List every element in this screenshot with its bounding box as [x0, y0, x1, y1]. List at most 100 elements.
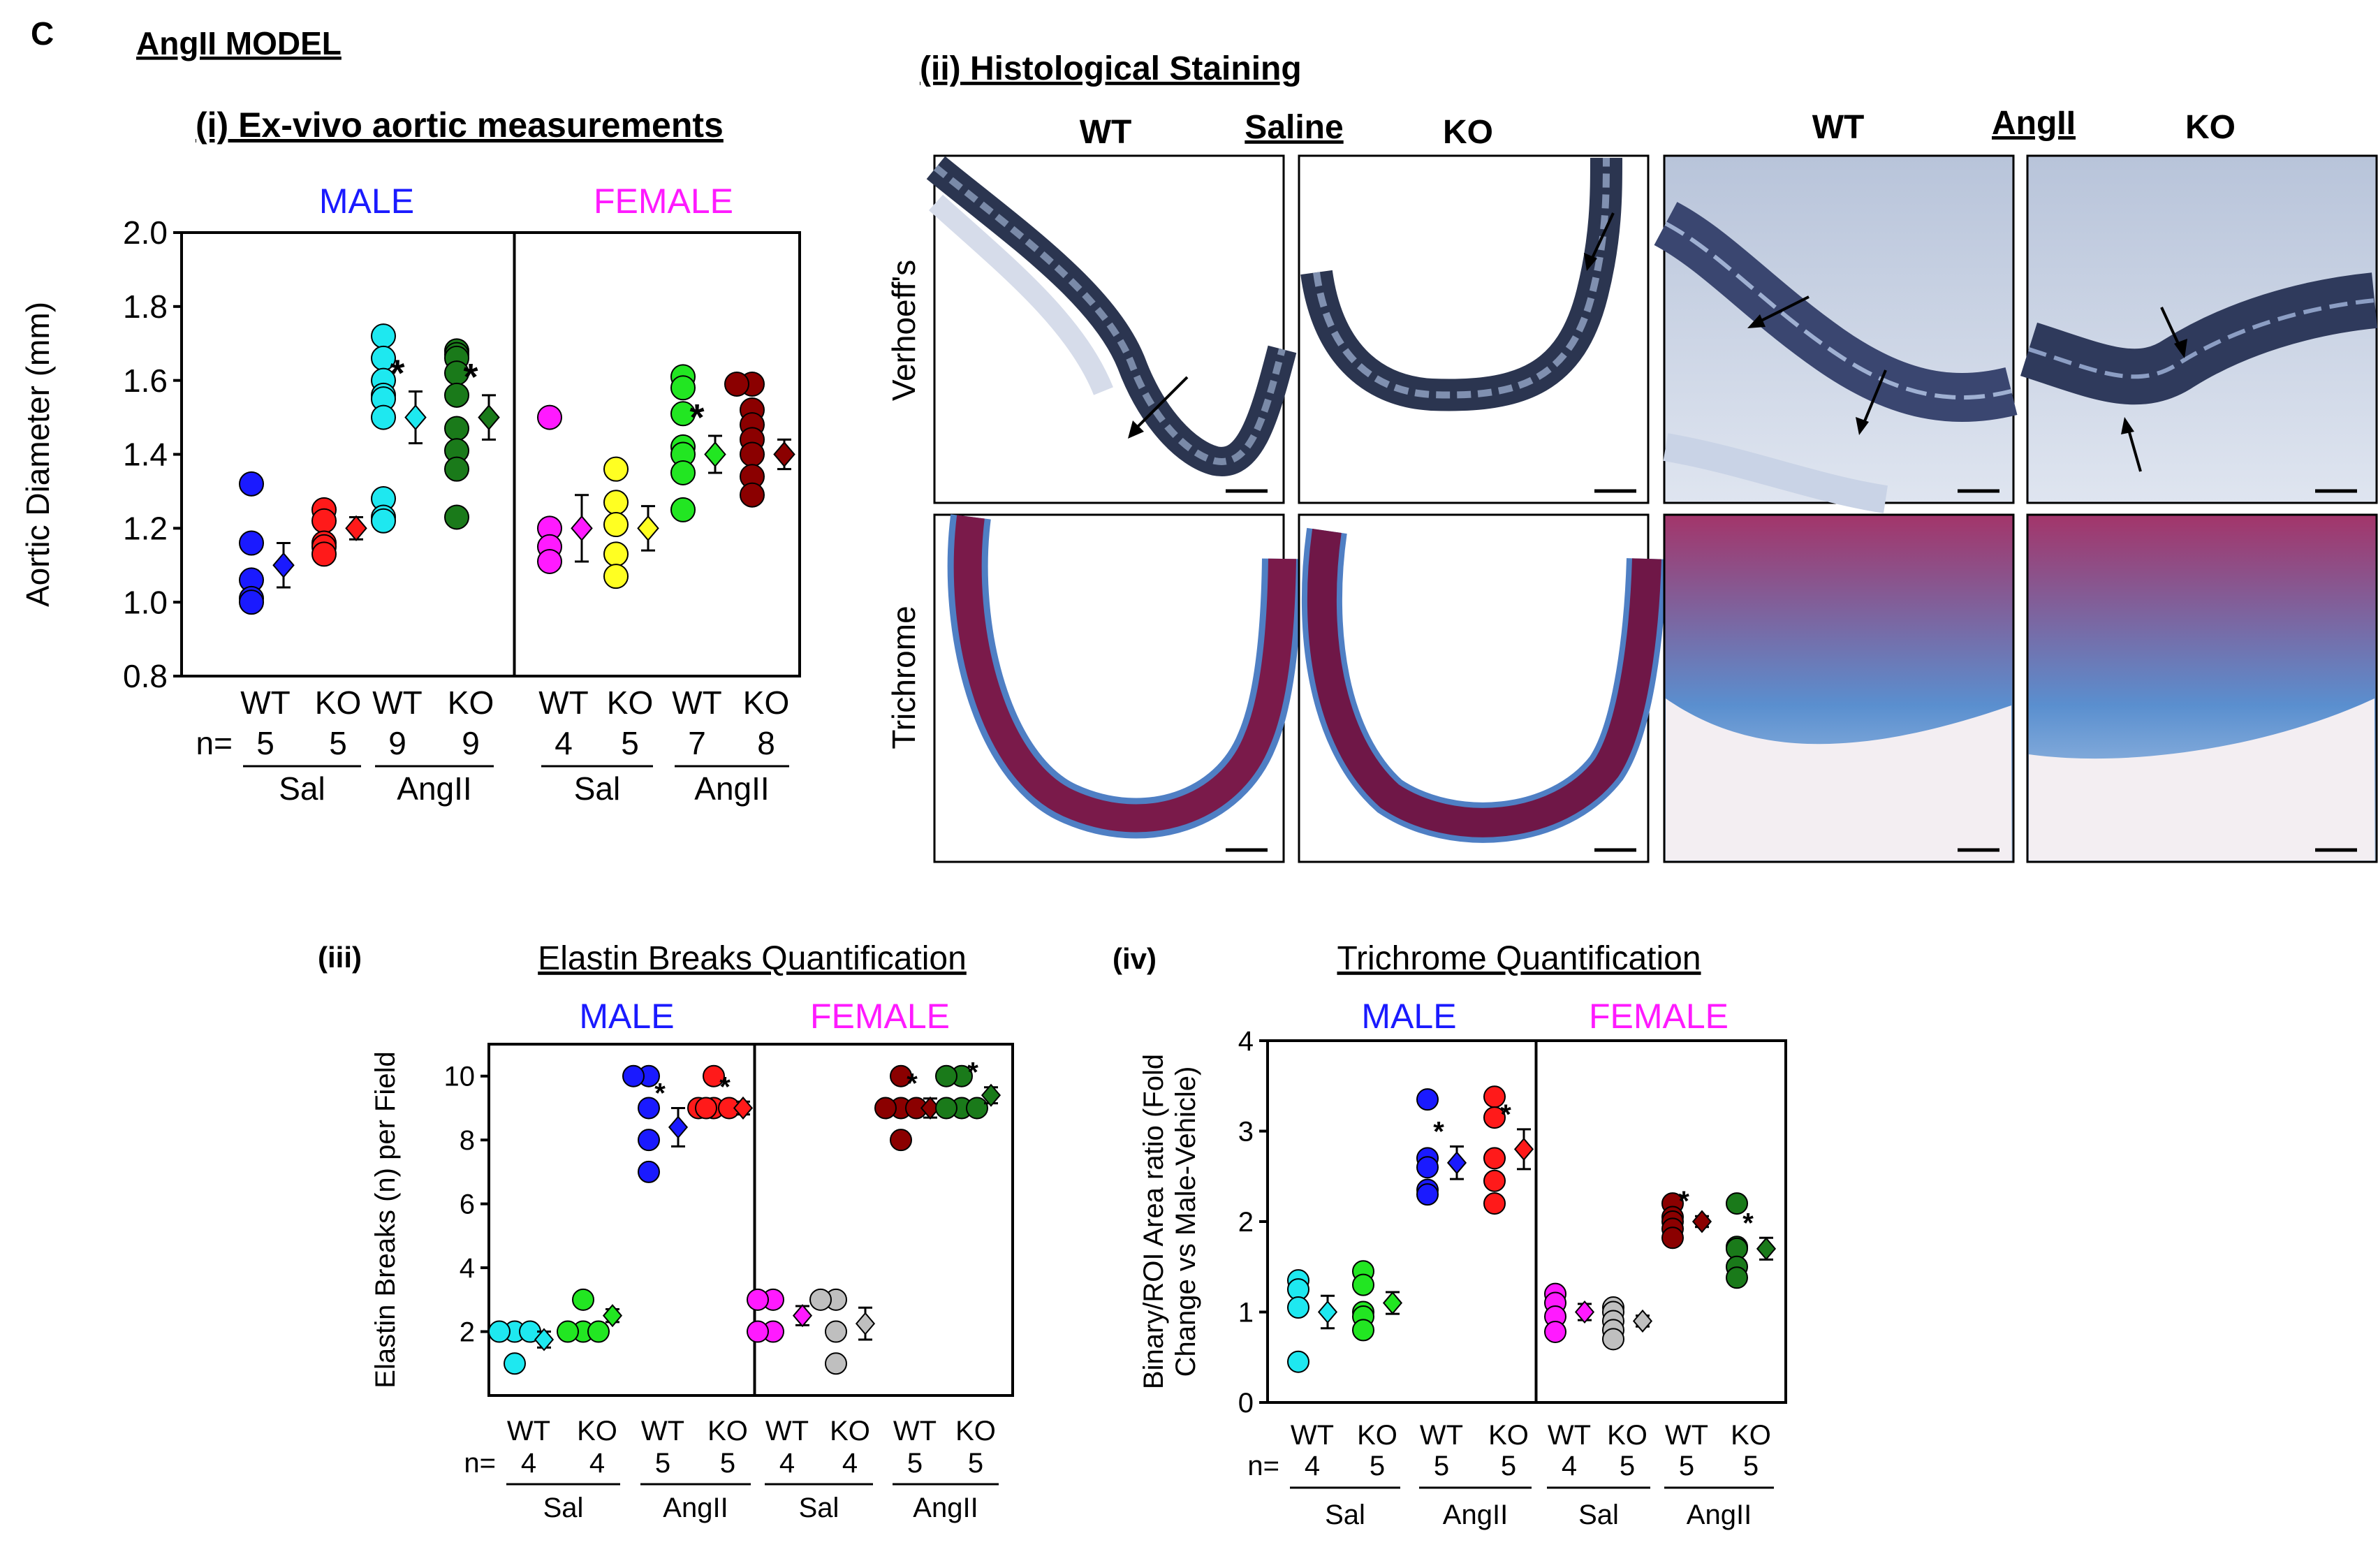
data-point [1416, 1183, 1439, 1206]
y-axis-label: Elastin Breaks (n) per Field [370, 1051, 401, 1388]
data-point [1352, 1273, 1374, 1296]
data-point [557, 1320, 579, 1343]
mean-marker [534, 1328, 555, 1351]
histology-title: (ii) Histological Staining [920, 50, 1302, 87]
y-axis-label: Change vs Male-Vehicle) [1170, 1067, 1201, 1377]
mean-marker [1632, 1309, 1653, 1333]
micrograph-trichrome-wt-angii [1663, 513, 2015, 863]
data-point [371, 508, 396, 534]
micrograph-verhoeff-ko-saline [1298, 154, 1650, 504]
trichrome-panel-title: Trichrome Quantification [1337, 940, 1701, 977]
data-point [1416, 1156, 1439, 1179]
data-point [444, 456, 469, 482]
data-point [1602, 1328, 1624, 1351]
genotype-label: WT [1665, 1420, 1708, 1451]
data-point [444, 382, 469, 408]
data-point [371, 404, 396, 430]
y-tick-label: 4 [1238, 1026, 1254, 1057]
significance-star: * [1742, 1208, 1754, 1238]
n-value: 5 [720, 1448, 735, 1479]
treatment-label: AngII [1687, 1500, 1752, 1530]
mean-marker [733, 1096, 754, 1120]
hist-col-wt-saline: WT [1080, 114, 1132, 151]
data-point [1483, 1192, 1506, 1215]
micrograph-trichrome-wt-saline [933, 513, 1302, 863]
mean-marker [668, 1115, 689, 1139]
data-point [670, 497, 696, 522]
n-value: 5 [621, 725, 639, 761]
treatment-label: Sal [543, 1493, 584, 1523]
n-value: 5 [1434, 1451, 1449, 1481]
significance-star: * [1678, 1186, 1689, 1217]
genotype-label: KO [1731, 1420, 1771, 1451]
genotype-label: KO [607, 684, 653, 721]
n-value: 4 [589, 1448, 605, 1479]
significance-star: * [463, 356, 478, 398]
data-point [740, 441, 765, 467]
treatment-label: AngII [1443, 1500, 1508, 1530]
n-value: 4 [555, 725, 573, 761]
data-point [638, 1129, 660, 1152]
data-point [239, 530, 264, 556]
hist-col-wt-angii: WT [1812, 109, 1865, 146]
arrow-head-icon [2121, 417, 2134, 434]
genotype-label: KO [315, 684, 361, 721]
mean-marker [704, 441, 726, 468]
sex-label-female: FEMALE [1589, 997, 1729, 1036]
n-value: 5 [907, 1448, 923, 1479]
data-point [488, 1320, 511, 1343]
arrow-head-icon [2174, 339, 2187, 358]
hist-row-trichrome: Trichrome [886, 606, 922, 749]
data-point [603, 512, 629, 538]
y-tick-label: 1.8 [123, 288, 168, 325]
data-point [670, 375, 696, 401]
genotype-label: KO [830, 1416, 870, 1446]
mean-marker [1382, 1291, 1403, 1315]
genotype-label: WT [240, 684, 291, 721]
data-point [935, 1097, 957, 1120]
data-point [311, 508, 337, 534]
y-tick-label: 6 [460, 1189, 475, 1220]
significance-star: * [654, 1078, 666, 1108]
data-point [1661, 1226, 1684, 1250]
histology-grid [926, 154, 2378, 863]
panel-title: AngII MODEL [136, 25, 342, 61]
genotype-label: WT [893, 1416, 937, 1446]
data-point [747, 1288, 769, 1311]
data-point [1416, 1088, 1439, 1111]
arrow-head-icon [1128, 420, 1144, 439]
n-value: 5 [329, 725, 347, 761]
mean-marker [1317, 1300, 1338, 1324]
y-tick-label: 2 [1238, 1207, 1254, 1238]
trichrome-quantification-chart: 0 1 2 3 4 Binary/ROI Area ratio (Fold Change v… [1138, 997, 1787, 1530]
arrow-head-icon [1584, 253, 1597, 271]
genotype-label: WT [765, 1416, 809, 1446]
sex-label-female: FEMALE [594, 182, 733, 221]
treatment-label: Sal [279, 770, 325, 807]
elastin-panel-title: Elastin Breaks Quantification [538, 940, 967, 977]
significance-star: * [1500, 1099, 1511, 1130]
mean-marker [637, 515, 659, 541]
data-point [740, 482, 765, 508]
genotype-label: WT [672, 684, 722, 721]
n-value: 4 [779, 1448, 795, 1479]
y-axis-label: Binary/ROI Area ratio (Fold [1138, 1054, 1169, 1389]
data-point [890, 1129, 912, 1152]
data-point [670, 401, 696, 427]
n-value: 5 [1501, 1451, 1516, 1481]
data-point [537, 404, 562, 430]
y-tick-label: 2 [460, 1317, 475, 1348]
y-tick-label: 1.2 [123, 510, 168, 546]
genotype-label: WT [1548, 1420, 1591, 1451]
data-point [1544, 1320, 1566, 1343]
elastin-panel-label: (iii) [318, 941, 362, 974]
treatment-label: AngII [663, 1493, 728, 1523]
treatment-label: Sal [1578, 1500, 1619, 1530]
n-label: n= [196, 725, 233, 761]
data-point [603, 564, 629, 589]
n-value: 8 [757, 725, 775, 761]
significance-star: * [967, 1057, 978, 1088]
micrograph-verhoeff-ko-angii [2020, 154, 2378, 504]
data-point [603, 490, 629, 515]
